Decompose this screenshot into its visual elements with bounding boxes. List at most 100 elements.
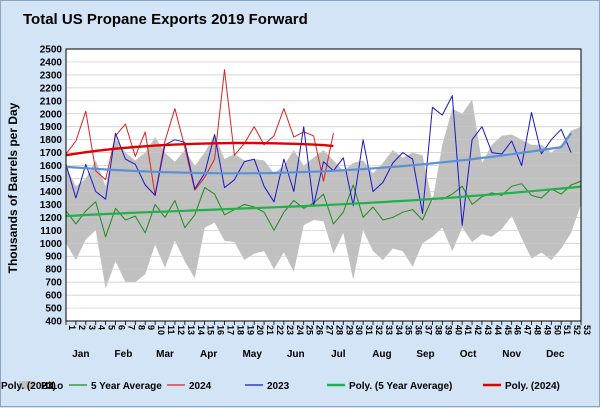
y-tick-label: 1000 xyxy=(40,239,63,250)
series-line-4 xyxy=(65,141,334,157)
week-tick-label: 20 xyxy=(255,325,265,335)
y-tick-label: 1600 xyxy=(40,161,63,172)
week-tick-label: 8 xyxy=(136,325,146,330)
week-tick-label: 35 xyxy=(404,325,414,335)
y-tick-label: 900 xyxy=(45,252,62,263)
legend: HiLo 5 Year Average 2024 2023 Poly. (5 Year … xyxy=(1,381,560,392)
week-tick-label: 12 xyxy=(176,325,186,335)
week-tick-label: 5 xyxy=(107,325,117,330)
month-label: Jul xyxy=(331,349,346,360)
legend-label: HiLo xyxy=(41,381,63,392)
legend-label: 5 Year Average xyxy=(91,381,162,392)
week-tick-label: 28 xyxy=(334,325,344,335)
week-tick-label: 21 xyxy=(265,325,275,335)
week-tick-label: 38 xyxy=(433,325,443,335)
month-label: Nov xyxy=(502,349,521,360)
series-line-5 xyxy=(65,132,572,175)
y-tick-label: 2000 xyxy=(40,109,63,120)
week-tick-label: 23 xyxy=(285,325,295,335)
y-tick-label: 800 xyxy=(45,265,62,276)
week-tick-label: 36 xyxy=(414,325,424,335)
y-tick-label: 1700 xyxy=(40,148,63,159)
week-tick-label: 53 xyxy=(582,325,592,335)
y-tick-label: 1300 xyxy=(40,200,63,211)
week-tick-label: 44 xyxy=(493,325,503,335)
week-tick-label: 18 xyxy=(235,325,245,335)
legend-label: 2023 xyxy=(267,381,290,392)
week-tick-label: 45 xyxy=(503,325,513,335)
month-label: Feb xyxy=(115,349,133,360)
y-tick-label: 2200 xyxy=(40,83,63,94)
week-tick-label: 32 xyxy=(374,325,384,335)
week-tick-label: 7 xyxy=(126,325,136,330)
y-axis-label: Thousands of Barrels per Day xyxy=(6,102,20,273)
plot-border xyxy=(65,48,582,322)
week-tick-label: 10 xyxy=(156,325,166,335)
week-tick-label: 3 xyxy=(87,325,97,330)
y-tick-label: 1500 xyxy=(40,174,63,185)
week-tick-label: 27 xyxy=(325,325,335,335)
week-tick-label: 52 xyxy=(572,325,582,335)
week-tick-label: 16 xyxy=(216,325,226,335)
month-label: Mar xyxy=(156,349,174,360)
week-tick-label: 26 xyxy=(315,325,325,335)
week-tick-label: 40 xyxy=(453,325,463,335)
series-line-2 xyxy=(65,95,572,226)
y-tick-label: 1400 xyxy=(40,187,63,198)
week-tick-label: 34 xyxy=(394,325,404,335)
week-tick-label: 1 xyxy=(67,325,77,330)
week-tick-label: 15 xyxy=(206,325,216,335)
month-label: Sep xyxy=(416,349,434,360)
week-tick-label: 41 xyxy=(463,325,473,335)
y-tick-label: 700 xyxy=(45,278,62,289)
week-tick-label: 50 xyxy=(552,325,562,335)
week-tick-label: 43 xyxy=(483,325,493,335)
month-label: Aug xyxy=(372,349,391,360)
week-tick-label: 39 xyxy=(443,325,453,335)
y-tick-label: 1200 xyxy=(40,213,63,224)
month-label: Oct xyxy=(460,349,477,360)
week-tick-label: 30 xyxy=(354,325,364,335)
week-tick-label: 14 xyxy=(196,325,206,335)
series-line-3 xyxy=(65,185,582,218)
week-tick-label: 2 xyxy=(77,325,87,330)
y-tick-label: 1800 xyxy=(40,135,63,146)
y-tick-label: 2500 xyxy=(40,45,63,56)
week-tick-label: 31 xyxy=(364,325,374,335)
week-tick-label: 47 xyxy=(523,325,533,335)
week-tick-label: 11 xyxy=(166,325,176,335)
week-tick-label: 4 xyxy=(97,325,107,330)
plot-area: 4005006007008009001000110012001300140015… xyxy=(40,45,592,361)
legend-label: Poly. (2024) xyxy=(505,381,560,392)
series-line-1 xyxy=(65,69,334,196)
legend-label: 2024 xyxy=(189,381,212,392)
y-tick-label: 2300 xyxy=(40,70,63,81)
y-tick-label: 1100 xyxy=(40,226,62,237)
month-label: Dec xyxy=(546,349,565,360)
week-tick-label: 17 xyxy=(225,325,235,335)
week-tick-label: 33 xyxy=(384,325,394,335)
week-tick-label: 9 xyxy=(146,325,156,330)
week-tick-label: 6 xyxy=(117,325,127,330)
week-tick-label: 29 xyxy=(344,325,354,335)
y-tick-label: 400 xyxy=(45,317,62,328)
y-tick-label: 2100 xyxy=(40,96,63,107)
month-label: Jun xyxy=(287,349,305,360)
week-tick-label: 51 xyxy=(562,325,572,335)
legend-label: Poly. (5 Year Average) xyxy=(349,381,452,392)
week-tick-label: 22 xyxy=(275,325,285,335)
y-tick-label: 600 xyxy=(45,291,62,302)
legend-swatch-hilo xyxy=(19,381,35,389)
week-tick-label: 46 xyxy=(513,325,523,335)
week-tick-label: 13 xyxy=(186,325,196,335)
month-label: Jan xyxy=(72,349,89,360)
month-label: Apr xyxy=(200,349,217,360)
y-tick-label: 2400 xyxy=(40,57,63,68)
y-tick-label: 1900 xyxy=(40,122,63,133)
week-tick-label: 42 xyxy=(473,325,483,335)
week-tick-label: 37 xyxy=(424,325,434,335)
week-tick-label: 24 xyxy=(295,325,305,335)
chart-title: Total US Propane Exports 2019 Forward xyxy=(23,11,308,28)
